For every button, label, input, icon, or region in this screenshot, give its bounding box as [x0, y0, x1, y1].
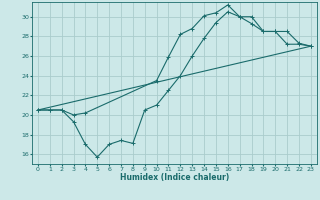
X-axis label: Humidex (Indice chaleur): Humidex (Indice chaleur)	[120, 173, 229, 182]
